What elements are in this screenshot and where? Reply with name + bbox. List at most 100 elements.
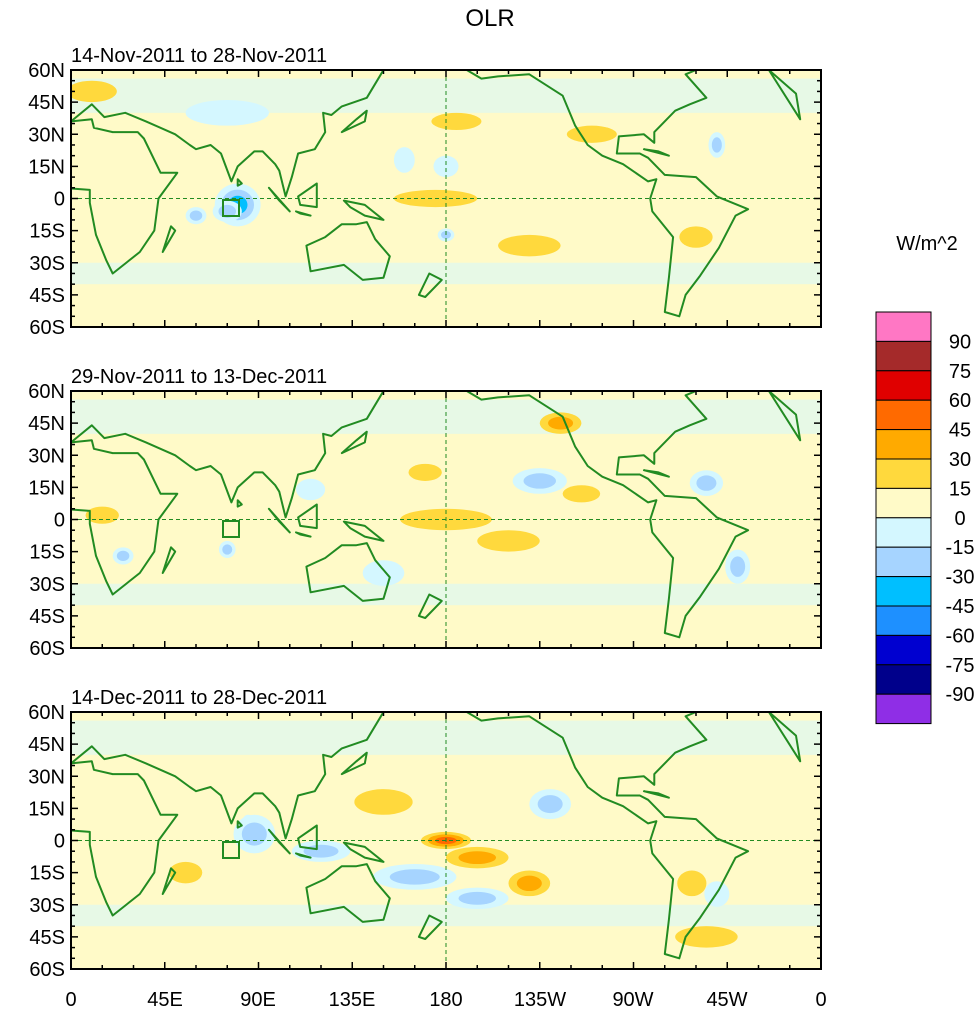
anomaly-contour [116,550,130,562]
anomaly-contour [168,861,203,884]
coastline [71,712,385,840]
coastline [236,499,243,508]
coastline [340,751,368,776]
lat-labels: 60N 45N 30N 15N 0 15S 30S 45S 60S [28,381,65,660]
colorbar-swatch [875,429,932,460]
coastline [295,852,312,859]
anomaly-contour [303,844,339,858]
colorbar-label: 75 [949,361,971,383]
colorbar-swatch [875,517,932,548]
anomaly-contour [566,125,617,143]
lon-label: 90W [612,989,653,1011]
lat-label: 45N [28,734,65,756]
coastline [161,546,177,574]
coastline [305,542,391,602]
colorbar-label: 30 [949,449,971,471]
lat-label: 15N [28,798,65,820]
coastline [267,507,291,534]
anomaly-contour [679,226,713,248]
coastline-layer [71,391,802,639]
colorbar-label: -30 [946,567,975,589]
colorbar-label: -75 [946,655,975,677]
coastline [417,914,443,940]
coastline [236,820,243,829]
axis-ticks [70,69,822,328]
colorbar-swatch [875,576,932,607]
lat-labels: 60N 45N 30N 15N 0 15S 30S 45S 60S [28,702,65,981]
colorbar-label: -45 [946,596,975,618]
axis-ticks [70,390,822,649]
anomaly-contour [241,822,267,846]
anomaly-contour [362,560,405,586]
lon-label: 0 [65,989,76,1011]
panel-period-label: 14-Dec-2011 to 28-Dec-2011 [71,687,327,709]
lat-label: 60N [28,702,65,724]
lat-label: 45S [29,927,65,949]
coastline [305,221,391,281]
lat-label: 30N [28,766,65,788]
map-panel-2: 29-Nov-2011 to 13-Dec-2011 60N 45N 30N 15N 0… [28,366,822,660]
lat-label: 15S [29,863,65,885]
lat-label: 60N [28,60,65,82]
colorbar-swatch [875,370,932,401]
lat-label: 60S [29,959,65,981]
coastline [295,531,312,538]
lon-label: 45W [706,989,747,1011]
coastline [465,712,750,960]
coastline [340,109,368,134]
lat-label: 30S [29,574,65,596]
lat-label: 45S [29,606,65,628]
coastline [340,430,368,455]
lat-label: 15N [28,477,65,499]
colorbar-units-label: W/m^2 [896,233,958,255]
lat-labels: 60N 45N 30N 15N 0 15S 30S 45S 60S [28,60,65,339]
colorbar-label: 60 [949,390,971,412]
colorbar-label: 15 [949,478,971,500]
lon-label: 180 [429,989,462,1011]
anomaly-contour [523,473,556,489]
colorbar-label: -90 [946,684,975,706]
coastline [71,391,385,519]
anomaly-contour [677,870,707,897]
lat-label: 15S [29,542,65,564]
colorbar-swatch [875,311,932,342]
lat-label: 45S [29,285,65,307]
coastline [342,199,385,221]
coastline [71,439,179,596]
anomaly-contour [458,891,496,905]
coastline [71,118,179,275]
lat-label: 30S [29,895,65,917]
colorbar-label: 45 [949,420,971,442]
lat-label: 0 [54,831,65,853]
lat-label: 60S [29,317,65,339]
panel-period-label: 29-Nov-2011 to 13-Dec-2011 [71,366,327,388]
anomaly-contour [537,795,563,814]
coastline [465,70,750,318]
lon-label: 135E [329,989,376,1011]
coastline [342,841,385,863]
coastline [342,520,385,542]
coastline [267,186,291,213]
coastline [267,828,291,855]
coastline [767,391,802,442]
lat-label: 15N [28,156,65,178]
anomaly-contour [189,210,203,221]
anomaly-contour [431,112,482,130]
map-panel-3: 14-Dec-2011 to 28-Dec-2011 60N 45N 30N 15N 0… [28,687,822,981]
lon-label: 45E [147,989,183,1011]
colorbar-swatch [875,487,932,519]
coastline [297,824,318,851]
lat-label: 30N [28,124,65,146]
panel-period-label: 14-Nov-2011 to 28-Nov-2011 [71,45,327,67]
lat-label: 0 [54,510,65,532]
map-panel-1: 14-Nov-2011 to 28-Nov-2011 60N 45N 30N 15N 0… [28,45,822,339]
anomaly-contour [185,99,269,126]
anomaly-contour [408,463,442,481]
lat-label: 15S [29,221,65,243]
colorbar-swatches [875,311,932,725]
anomaly-contour [354,789,413,815]
colorbar-label: -60 [946,625,975,647]
coastline-layer [71,70,802,318]
lat-label: 45N [28,92,65,114]
coastline [236,178,243,187]
